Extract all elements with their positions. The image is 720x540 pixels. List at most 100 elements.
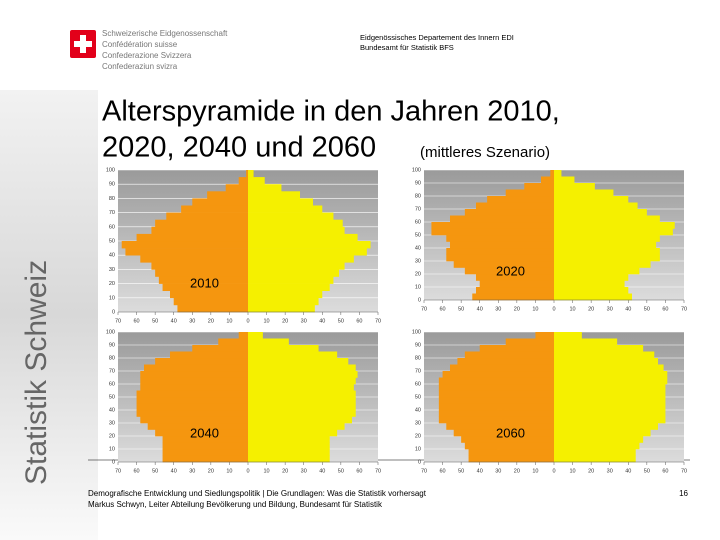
x-tick-label: 10: [532, 306, 538, 312]
bar-female: [248, 377, 356, 385]
dept-line: Bundesamt für Statistik BFS: [360, 43, 454, 52]
y-tick-label: 100: [412, 167, 421, 173]
bar-male: [453, 261, 554, 268]
bar-female: [554, 267, 640, 275]
x-tick-label: 20: [514, 468, 520, 474]
y-tick-label: 50: [109, 238, 115, 244]
y-tick-label: 70: [109, 368, 115, 374]
bar-male: [155, 358, 248, 365]
x-tick-label: 40: [319, 468, 325, 474]
bar-male: [438, 384, 554, 391]
x-tick-label: 40: [171, 468, 177, 474]
x-tick-label: 70: [375, 468, 381, 474]
y-tick-label: 30: [415, 258, 421, 264]
x-tick-label: 40: [625, 468, 631, 474]
footer-line: Markus Schwyn, Leiter Abteilung Bevölker…: [88, 500, 383, 509]
bar-male: [238, 332, 248, 339]
x-tick-label: 50: [338, 468, 344, 474]
bar-female: [554, 397, 666, 404]
y-tick-label: 0: [112, 309, 115, 315]
bar-female: [554, 170, 562, 177]
bar-male: [438, 410, 554, 417]
org-line: Confederaziun svizra: [102, 62, 178, 71]
bar-female: [554, 261, 651, 268]
bar-female: [554, 189, 614, 197]
bar-female: [248, 283, 330, 291]
bar-male: [431, 222, 554, 229]
x-tick-label: 70: [681, 468, 687, 474]
bar-female: [248, 198, 313, 206]
page-number: 16: [679, 489, 688, 498]
x-tick-label: 60: [134, 318, 140, 324]
y-tick-label: 10: [415, 446, 421, 452]
x-tick-label: 40: [477, 468, 483, 474]
bar-male: [431, 228, 554, 236]
bar-male: [442, 371, 554, 378]
y-tick-label: 90: [109, 182, 115, 188]
x-tick-label: 60: [134, 468, 140, 474]
x-tick-label: 30: [607, 468, 613, 474]
bar-male: [225, 184, 248, 192]
bar-male: [162, 436, 248, 443]
x-tick-label: 60: [662, 306, 668, 312]
bar-female: [554, 377, 668, 385]
y-tick-label: 100: [412, 329, 421, 335]
x-tick-label: 50: [644, 468, 650, 474]
bar-male: [479, 345, 554, 352]
x-tick-label: 30: [607, 306, 613, 312]
x-tick-label: 70: [421, 468, 427, 474]
bar-female: [554, 222, 675, 229]
bar-male: [173, 297, 248, 306]
x-tick-label: 40: [171, 318, 177, 324]
y-tick-label: 20: [109, 281, 115, 287]
bar-female: [554, 345, 644, 352]
y-tick-label: 50: [415, 232, 421, 238]
x-tick-label: 60: [356, 318, 362, 324]
bar-male: [438, 390, 554, 398]
bar-female: [248, 304, 315, 313]
x-tick-label: 10: [570, 468, 576, 474]
bar-male: [140, 416, 248, 424]
y-tick-label: 40: [109, 407, 115, 413]
bar-female: [248, 233, 358, 242]
bar-female: [554, 196, 629, 203]
year-label: 2060: [496, 425, 525, 440]
y-tick-label: 0: [418, 459, 421, 465]
y-tick-label: 0: [112, 459, 115, 465]
y-tick-label: 80: [415, 193, 421, 199]
bar-male: [535, 332, 554, 339]
x-tick-label: 70: [115, 318, 121, 324]
bar-female: [248, 255, 354, 263]
x-tick-label: 30: [189, 318, 195, 324]
bar-female: [248, 241, 371, 249]
bar-female: [554, 280, 625, 288]
bar-male: [162, 449, 248, 456]
bar-male: [136, 233, 248, 242]
bar-male: [438, 403, 554, 411]
bar-male: [457, 358, 554, 365]
bar-male: [151, 262, 248, 270]
bar-male: [155, 429, 248, 437]
x-tick-label: 70: [115, 468, 121, 474]
bar-male: [476, 287, 554, 294]
x-tick-label: 10: [570, 306, 576, 312]
bar-female: [554, 403, 666, 411]
bar-female: [554, 176, 575, 184]
bar-male: [446, 423, 554, 430]
x-tick-label: 20: [208, 318, 214, 324]
bar-male: [472, 293, 554, 301]
bar-male: [550, 170, 554, 177]
bar-female: [554, 215, 660, 223]
bar-male: [192, 198, 248, 206]
y-tick-label: 10: [109, 446, 115, 452]
bar-female: [248, 371, 358, 378]
bar-female: [248, 219, 343, 228]
bar-male: [140, 255, 248, 263]
x-tick-label: 0: [246, 318, 249, 324]
bar-male: [158, 276, 248, 284]
y-tick-label: 50: [109, 394, 115, 400]
bar-female: [248, 410, 356, 417]
bar-female: [554, 442, 640, 450]
org-line: Confédération suisse: [102, 40, 178, 49]
x-tick-label: 20: [514, 306, 520, 312]
